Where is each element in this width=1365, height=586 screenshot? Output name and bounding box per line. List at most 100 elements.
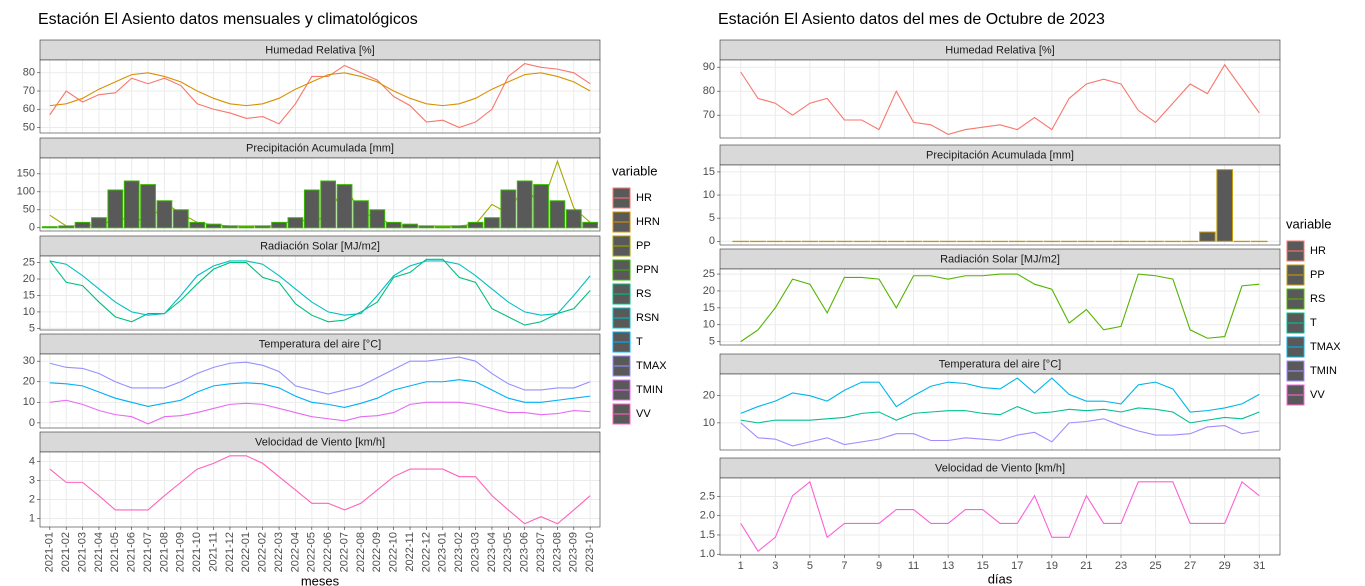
y-tick-label: 80 bbox=[703, 85, 715, 97]
legend-label: RSN bbox=[636, 312, 659, 324]
strip-title: Temperatura del aire [°C] bbox=[939, 358, 1061, 370]
y-tick-label: 0 bbox=[29, 417, 35, 429]
legend-label: VV bbox=[636, 408, 651, 420]
panel-background bbox=[40, 256, 600, 330]
x-tick-label: 2021-05 bbox=[109, 532, 121, 572]
legend-label: PP bbox=[636, 240, 651, 252]
legend-label: HR bbox=[1310, 245, 1326, 257]
legend-label: RS bbox=[636, 288, 651, 300]
line bbox=[49, 63, 591, 129]
x-tick-label: 2023-07 bbox=[535, 532, 547, 572]
x-tick-label: 2021-10 bbox=[191, 532, 203, 572]
line bbox=[49, 379, 591, 409]
y-tick-label: 150 bbox=[17, 168, 35, 180]
bar bbox=[172, 209, 189, 229]
x-tick-label: 2023-08 bbox=[551, 532, 563, 572]
x-tick-label: 2022-11 bbox=[404, 532, 416, 572]
bar bbox=[58, 225, 75, 229]
x-tick-label: 7 bbox=[841, 560, 847, 572]
y-tick-label: 20 bbox=[23, 273, 35, 285]
panel-border bbox=[719, 268, 1281, 346]
y-tick-label: 50 bbox=[23, 121, 35, 133]
panel-border bbox=[39, 353, 601, 429]
x-tick-label: 5 bbox=[807, 560, 813, 572]
x-tick-label: 2023-03 bbox=[469, 532, 481, 572]
line bbox=[49, 72, 591, 107]
y-tick-label: 60 bbox=[23, 103, 35, 115]
y-tick-label: 5 bbox=[709, 336, 715, 348]
panel-background bbox=[40, 452, 600, 527]
line bbox=[49, 159, 591, 227]
bar bbox=[336, 184, 353, 229]
legend-label: PPN bbox=[636, 264, 659, 276]
bar bbox=[303, 189, 320, 229]
y-tick-label: 30 bbox=[23, 355, 35, 367]
x-tick-label: 2023-02 bbox=[453, 532, 465, 572]
x-tick-label: 2021-09 bbox=[175, 532, 187, 572]
bar bbox=[254, 225, 271, 229]
line bbox=[740, 273, 1260, 343]
legend-label: PP bbox=[1310, 269, 1325, 281]
bar bbox=[1199, 231, 1216, 242]
x-tick-label: 2022-08 bbox=[355, 532, 367, 572]
x-tick-label: 2021-04 bbox=[93, 532, 105, 572]
x-tick-label: 31 bbox=[1253, 560, 1265, 572]
bar bbox=[238, 226, 255, 229]
bar bbox=[385, 221, 402, 229]
legend-label: VV bbox=[1310, 389, 1325, 401]
x-tick-label: 2022-12 bbox=[420, 532, 432, 572]
x-tick-label: 2021-02 bbox=[60, 532, 72, 572]
bar bbox=[418, 225, 435, 229]
strip-title: Velocidad de Viento [km/h] bbox=[255, 436, 385, 448]
x-tick-label: 2023-04 bbox=[486, 532, 498, 572]
x-tick-label: 2022-01 bbox=[240, 532, 252, 572]
bar bbox=[107, 189, 124, 229]
line bbox=[49, 455, 591, 525]
bar bbox=[565, 209, 582, 229]
bar bbox=[582, 221, 599, 229]
legend-title: variable bbox=[612, 163, 658, 178]
legend-label: HR bbox=[636, 192, 652, 204]
bar bbox=[434, 226, 451, 229]
bar bbox=[467, 221, 484, 229]
panel-border bbox=[719, 373, 1281, 451]
panel-background bbox=[720, 269, 1280, 345]
y-tick-label: 2.5 bbox=[700, 490, 715, 502]
x-tick-label: 25 bbox=[1149, 560, 1161, 572]
legend-label: TMIN bbox=[636, 384, 663, 396]
line bbox=[49, 258, 591, 326]
line bbox=[49, 356, 591, 395]
panel-border bbox=[39, 451, 601, 528]
panel-background bbox=[720, 60, 1280, 138]
x-tick-label: 2023-09 bbox=[568, 532, 580, 572]
bar bbox=[287, 217, 304, 229]
legend-label: HRN bbox=[636, 216, 660, 228]
x-axis-label: meses bbox=[301, 573, 340, 586]
strip-title: Radiación Solar [MJ/m2] bbox=[940, 253, 1060, 265]
bar bbox=[369, 209, 386, 229]
y-tick-label: 100 bbox=[17, 186, 35, 198]
bar bbox=[91, 217, 107, 229]
panel-background bbox=[720, 374, 1280, 450]
legend-title: variable bbox=[1286, 216, 1332, 231]
y-tick-label: 5 bbox=[709, 212, 715, 224]
legend-label: RS bbox=[1310, 293, 1325, 305]
y-tick-label: 3 bbox=[29, 474, 35, 486]
x-tick-label: 2021-06 bbox=[126, 532, 138, 572]
y-tick-label: 4 bbox=[29, 455, 35, 467]
bar bbox=[484, 217, 500, 229]
panel-border bbox=[719, 164, 1281, 246]
bar bbox=[402, 223, 418, 229]
x-tick-label: 2021-12 bbox=[224, 532, 236, 572]
bar bbox=[222, 225, 238, 229]
y-tick-label: 0 bbox=[709, 235, 715, 247]
y-tick-label: 5 bbox=[29, 322, 35, 334]
bar bbox=[549, 200, 566, 229]
bar bbox=[189, 221, 206, 229]
y-tick-label: 0 bbox=[29, 222, 35, 234]
panel-border bbox=[39, 157, 601, 232]
x-tick-label: 2021-03 bbox=[76, 532, 88, 572]
x-tick-label: 15 bbox=[977, 560, 989, 572]
y-tick-label: 25 bbox=[703, 268, 715, 280]
